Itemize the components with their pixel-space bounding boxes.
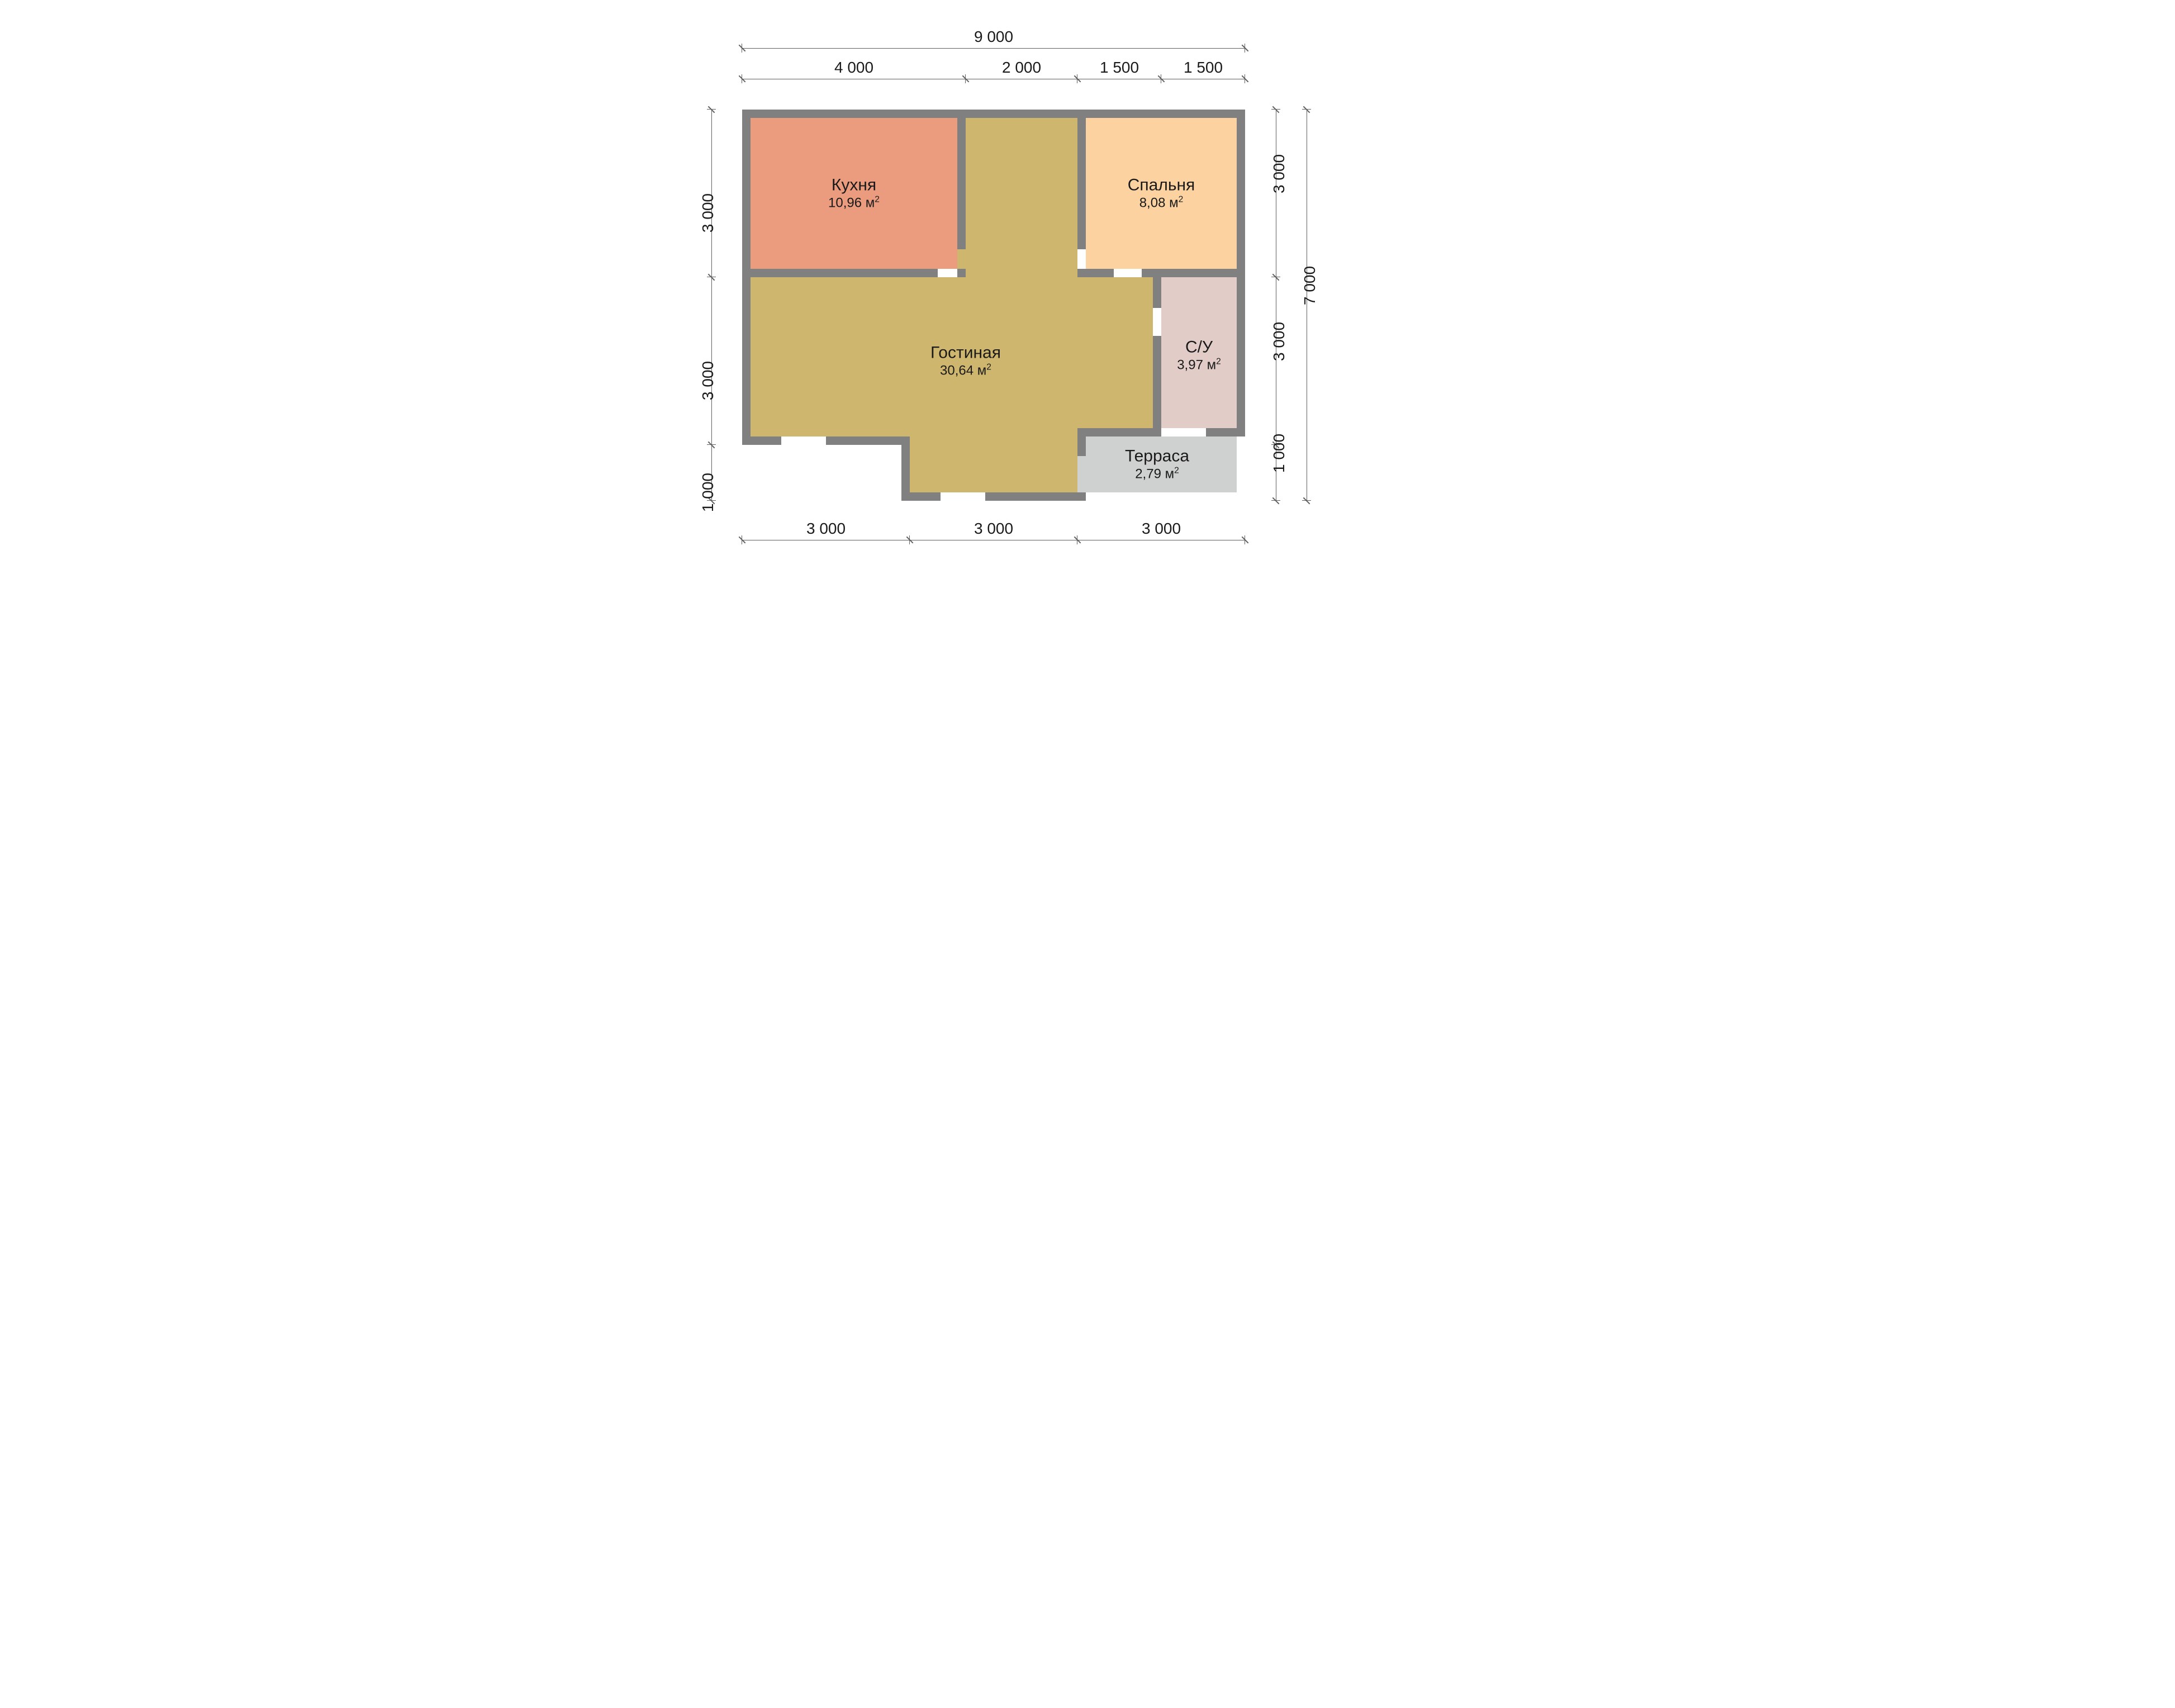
room-area: 2,79 м2 [1125,466,1189,482]
wall-seg-3 [742,437,781,445]
dim-bottom-label-0: 3 000 [806,520,846,538]
wall-seg-10 [1206,428,1245,437]
room-label-terrace: Терраса2,79 м2 [1125,447,1189,482]
wall-seg-6 [901,492,941,501]
wall-seg-13 [957,269,966,277]
wall-seg-1 [742,110,751,445]
dim-right-inner-label-2: 1 000 [1270,434,1288,473]
floor-plan-canvas: Кухня10,96 м2 Спальня8,08 м2 Гостиная30,64… [653,11,1522,694]
room-label-living: Гостиная30,64 м2 [930,344,1001,379]
room-name: С/У [1177,338,1221,357]
room-label-bath: С/У3,97 м2 [1177,338,1221,373]
room-area: 8,08 м2 [1128,195,1195,211]
room-name: Спальня [1128,176,1195,195]
wall-seg-5 [901,437,910,501]
dim-left-label-0: 3 000 [699,193,717,233]
wall-seg-0 [742,110,1245,118]
room-name: Кухня [828,176,880,195]
dim-right-inner-label-1: 3 000 [1270,322,1288,361]
dim-left-label-2: 1 000 [699,473,717,512]
dim-top-inner-label-0: 4 000 [834,59,873,77]
dim-top-inner-label-1: 2 000 [1002,59,1041,77]
wall-seg-17 [1153,269,1161,308]
wall-seg-8 [1077,437,1086,456]
wall-seg-4 [826,437,910,445]
room-area: 30,64 м2 [930,363,1001,379]
dim-right-outer-label-0: 7 000 [1301,266,1319,305]
wall-seg-7 [985,492,1086,501]
room-name: Терраса [1125,447,1189,466]
wall-seg-18 [1153,336,1161,437]
dim-top-inner-label-2: 1 500 [1100,59,1139,77]
dim-left-label-1: 3 000 [699,361,717,400]
dim-top-inner-label-3: 1 500 [1184,59,1223,77]
room-area: 10,96 м2 [828,195,880,211]
room-label-kitchen: Кухня10,96 м2 [828,176,880,211]
room-label-bedroom: Спальня8,08 м2 [1128,176,1195,211]
dim-top-outer [742,48,1245,49]
room-notch [910,437,1077,492]
room-name: Гостиная [930,344,1001,363]
dim-left [711,110,712,501]
room-hall [957,118,1077,277]
wall-seg-14 [1077,110,1086,249]
wall-seg-11 [957,110,966,249]
dim-top-outer-label-0: 9 000 [974,28,1013,46]
room-area: 3,97 м2 [1177,357,1221,373]
wall-seg-12 [742,269,938,277]
dim-bottom-label-2: 3 000 [1142,520,1181,538]
dim-bottom-label-1: 3 000 [974,520,1013,538]
wall-seg-15 [1077,269,1114,277]
dim-right-inner-label-0: 3 000 [1270,154,1288,193]
wall-seg-9 [1077,428,1161,437]
